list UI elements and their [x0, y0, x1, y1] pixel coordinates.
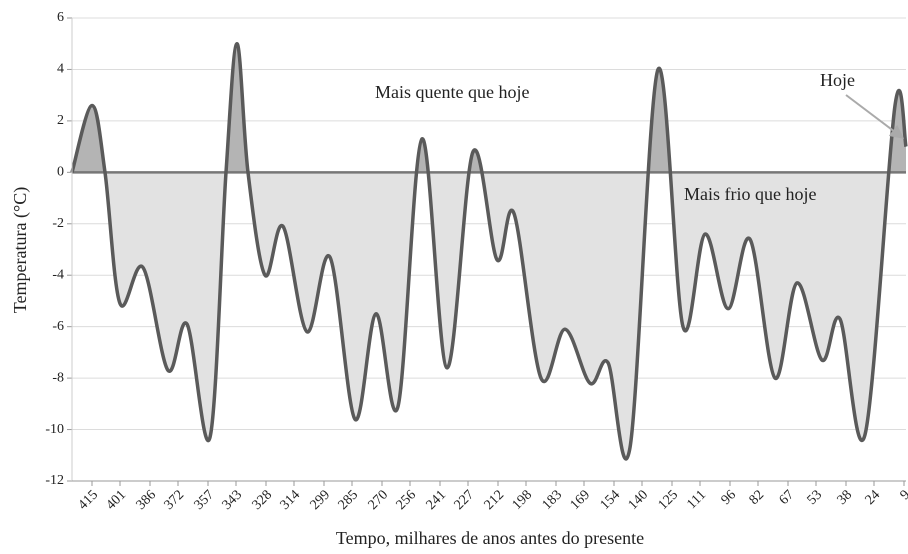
- x-tick-label: 140: [626, 487, 651, 512]
- x-tick-label: 256: [394, 487, 419, 512]
- y-tick-label: 4: [57, 62, 64, 77]
- x-tick-label: 53: [805, 487, 826, 508]
- x-tick-label: 343: [220, 487, 245, 512]
- annotation: Mais frio que hoje: [684, 184, 816, 204]
- x-tick-label: 169: [568, 487, 593, 512]
- x-tick-label: 154: [598, 487, 623, 512]
- area-warm: [72, 43, 906, 173]
- x-axis-title: Tempo, milhares de anos antes do present…: [336, 528, 644, 548]
- x-tick-label: 386: [134, 487, 159, 512]
- y-axis-title: Temperatura (°C): [10, 187, 31, 313]
- x-tick-label: 212: [482, 487, 507, 512]
- x-tick-label: 82: [747, 487, 768, 508]
- y-tick-label: 0: [57, 165, 64, 180]
- line: [70, 41, 908, 461]
- y-tick-label: -10: [45, 422, 64, 437]
- x-tick-label: 96: [719, 487, 740, 508]
- x-tick-label: 328: [250, 487, 275, 512]
- x-tick-label: 372: [162, 487, 187, 512]
- x-tick-label: 241: [424, 487, 449, 512]
- x-tick-label: 285: [336, 487, 361, 512]
- annotation: Mais quente que hoje: [375, 82, 529, 102]
- x-tick-label: 299: [308, 487, 333, 512]
- x-tick-label: 38: [835, 487, 856, 508]
- y-tick-label: -2: [52, 216, 64, 231]
- x-tick-label: 415: [76, 487, 101, 512]
- x-tick-label: 24: [863, 487, 884, 508]
- y-tick-label: -8: [52, 370, 64, 385]
- y-tick-label: 2: [57, 113, 64, 128]
- annotation-arrow: [845, 94, 905, 139]
- x-tick-label: 227: [452, 487, 477, 512]
- x-tick-label: 270: [366, 487, 391, 512]
- x-tick-label: 111: [684, 487, 709, 512]
- x-tick-label: 357: [192, 487, 217, 512]
- area-cold: [105, 172, 889, 459]
- x-tick-label: 9: [898, 487, 908, 503]
- y-tick-label: -6: [52, 319, 64, 334]
- x-tick-label: 183: [540, 487, 565, 512]
- x-tick-label: 198: [510, 487, 535, 512]
- x-tick-label: 314: [278, 487, 303, 512]
- x-tick-label: 125: [656, 487, 681, 512]
- y-tick-label: -4: [52, 267, 64, 282]
- y-tick-label: -12: [45, 473, 64, 488]
- x-tick-label: 401: [104, 487, 129, 512]
- x-tick-label: 67: [777, 487, 798, 508]
- annotation: Hoje: [820, 70, 855, 90]
- y-tick-label: 6: [57, 10, 64, 25]
